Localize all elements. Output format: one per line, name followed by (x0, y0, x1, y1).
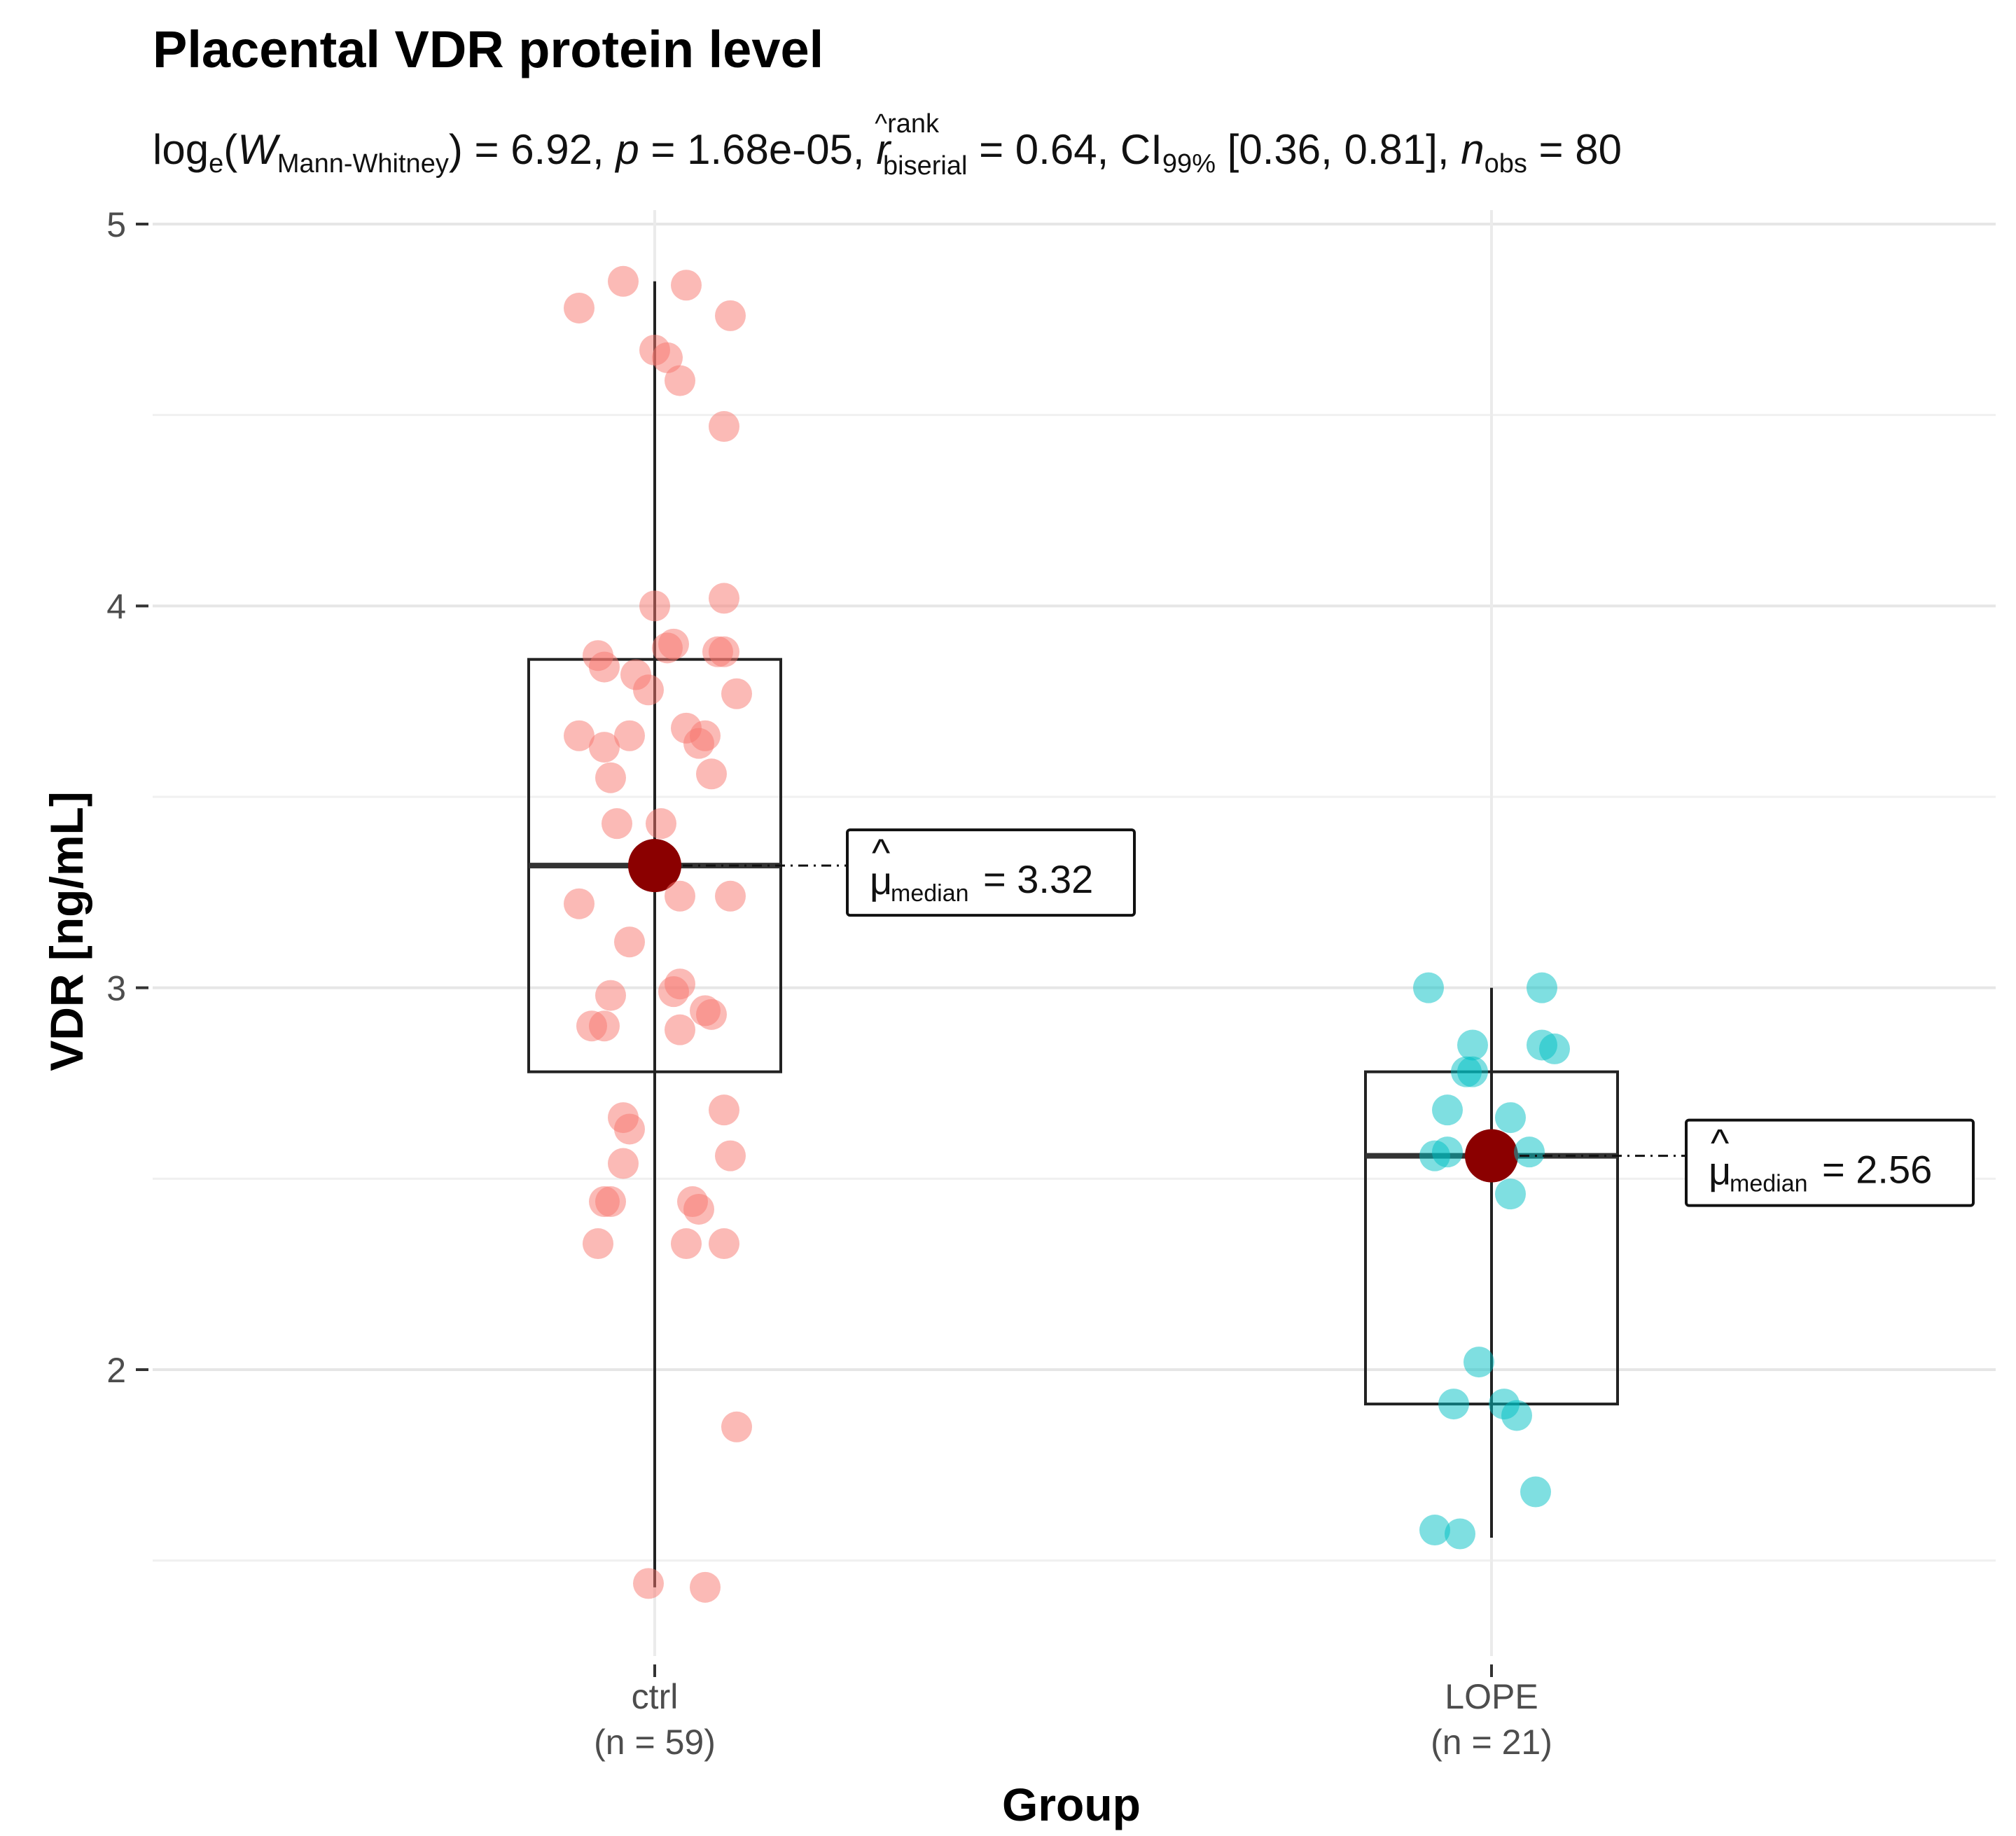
median-label-hat: ^ (872, 830, 890, 875)
data-point (608, 265, 639, 297)
data-point (1445, 1518, 1475, 1550)
data-point (715, 880, 746, 912)
data-point (646, 808, 676, 840)
data-point (633, 674, 664, 706)
data-point (1413, 972, 1444, 1003)
y-tick-label: 3 (106, 969, 126, 1008)
data-point (709, 636, 739, 667)
data-point (671, 1228, 702, 1260)
data-point (608, 1148, 639, 1179)
data-point (639, 590, 670, 622)
x-axis: ctrl (n = 59) LOPE (n = 21) (594, 1664, 1552, 1762)
data-point (721, 678, 752, 709)
data-point (665, 365, 695, 396)
data-point (1432, 1094, 1463, 1126)
data-point (696, 999, 727, 1030)
data-point (1495, 1178, 1526, 1210)
x-tick-label: LOPE (1445, 1677, 1538, 1716)
data-point (602, 808, 632, 840)
median-label-mu: μ (1709, 1149, 1731, 1193)
chart-title: Placental VDR protein level (153, 20, 823, 78)
median-label-sub: median (1730, 1171, 1808, 1197)
data-point (652, 342, 683, 373)
data-point (595, 1186, 626, 1218)
data-point (1464, 1347, 1494, 1378)
data-point (665, 1014, 695, 1045)
y-tick-label: 5 (106, 205, 126, 244)
data-point (690, 720, 721, 751)
data-point (1495, 1102, 1526, 1134)
y-axis: 2 3 4 5 (106, 205, 148, 1390)
median-label-box (1685, 1118, 1975, 1207)
data-point (564, 292, 595, 324)
median-point (628, 839, 681, 893)
chart-subtitle: loge(WMann-Whitney) = 6.92, p = 1.68e-05… (153, 109, 1622, 181)
data-point (671, 270, 702, 301)
x-axis-title: Group (1002, 1779, 1141, 1830)
median-label-value: = 2.56 (1822, 1148, 1932, 1192)
data-point (583, 1228, 613, 1260)
data-point (696, 758, 727, 790)
median-label-sub: median (891, 880, 969, 907)
data-point (709, 583, 739, 614)
data-point (1438, 1389, 1469, 1420)
data-point (658, 976, 689, 1008)
data-point (715, 1140, 746, 1171)
data-point (1520, 1476, 1551, 1508)
data-point (595, 980, 626, 1011)
data-point (614, 1113, 645, 1145)
data-point (589, 1010, 620, 1042)
data-point (709, 1228, 739, 1260)
data-point (614, 926, 645, 958)
y-tick-label: 4 (106, 587, 126, 626)
data-point (564, 720, 595, 751)
x-tick-count: (n = 21) (1431, 1723, 1552, 1762)
data-point (1527, 972, 1557, 1003)
data-point (1514, 1136, 1545, 1168)
data-point (589, 732, 620, 763)
median-label-box (846, 828, 1136, 917)
data-point (633, 1568, 664, 1599)
x-tick-count: (n = 59) (594, 1723, 716, 1762)
data-point (709, 411, 739, 443)
median-label-value: = 3.32 (983, 857, 1093, 901)
median-label-hat: ^ (1711, 1121, 1729, 1165)
data-point (1501, 1400, 1532, 1431)
data-point (690, 1571, 721, 1603)
data-point (1419, 1515, 1450, 1546)
median-point (1465, 1129, 1518, 1183)
x-tick-label: ctrl (632, 1677, 679, 1716)
y-tick-label: 2 (106, 1351, 126, 1390)
data-point (1419, 1140, 1450, 1171)
data-point (665, 880, 695, 912)
data-point (709, 1094, 739, 1126)
data-point (595, 762, 626, 793)
data-point (721, 1411, 752, 1442)
median-label-mu: μ (870, 858, 892, 903)
y-axis-title: VDR [ng/mL] (41, 791, 92, 1071)
data-point (1457, 1056, 1488, 1087)
data-point (564, 888, 595, 919)
data-point (589, 651, 620, 683)
data-point (614, 720, 645, 751)
data-points (564, 265, 1570, 1603)
data-point (715, 300, 746, 331)
data-point (1457, 1029, 1488, 1061)
data-point (1539, 1033, 1570, 1064)
data-point (652, 632, 683, 664)
data-point (683, 1193, 714, 1225)
